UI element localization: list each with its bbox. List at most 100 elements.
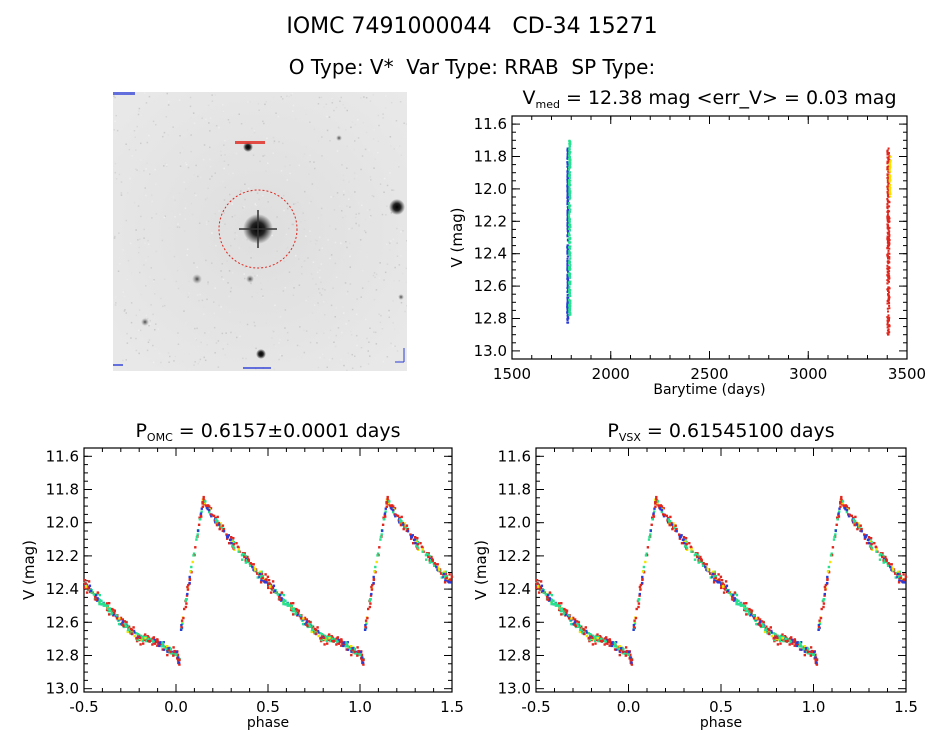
data-point — [603, 639, 607, 643]
data-point — [569, 237, 572, 240]
data-point — [898, 572, 901, 576]
data-point — [344, 645, 348, 648]
data-point — [390, 507, 393, 510]
data-point — [814, 653, 817, 656]
data-point — [776, 634, 780, 638]
data-point — [546, 594, 550, 597]
x-tick-label: 3500 — [888, 365, 926, 383]
data-point — [884, 557, 888, 561]
data-point — [386, 497, 389, 501]
data-point — [662, 507, 665, 510]
data-point — [649, 533, 652, 536]
data-point — [747, 612, 750, 616]
data-point — [647, 538, 651, 541]
data-point — [357, 649, 360, 653]
data-point — [289, 605, 293, 608]
data-point — [720, 586, 723, 590]
data-point — [887, 314, 890, 317]
y-tick-label: 12.8 — [474, 310, 507, 328]
data-point — [791, 639, 794, 642]
data-point — [888, 318, 890, 321]
data-point — [745, 602, 748, 605]
data-point — [201, 505, 204, 508]
data-point — [316, 626, 319, 629]
data-point — [770, 631, 773, 634]
data-point — [566, 206, 569, 209]
data-point — [887, 249, 890, 252]
data-point — [739, 604, 743, 607]
data-point — [83, 584, 86, 587]
data-point — [395, 513, 398, 517]
data-point — [383, 513, 386, 517]
data-point — [370, 585, 373, 589]
data-point — [270, 585, 274, 589]
data-point — [550, 598, 554, 602]
data-point — [259, 575, 263, 578]
data-point — [356, 654, 359, 657]
data-point — [866, 538, 870, 542]
x-tick-label: 1.0 — [802, 698, 826, 716]
data-point — [151, 639, 154, 643]
data-point — [599, 637, 602, 640]
data-point — [889, 193, 892, 196]
data-point — [245, 560, 248, 563]
data-point — [153, 642, 157, 645]
data-point — [448, 573, 451, 576]
data-point — [167, 649, 170, 652]
data-point — [788, 639, 792, 643]
data-point — [405, 524, 409, 527]
data-point — [191, 560, 194, 564]
data-point — [428, 557, 432, 560]
data-point — [887, 275, 890, 278]
data-point — [810, 649, 814, 653]
data-point — [322, 636, 326, 639]
data-point — [568, 184, 571, 187]
data-point — [608, 644, 611, 647]
data-point — [232, 537, 235, 540]
data-point — [680, 534, 683, 537]
data-point — [587, 632, 590, 635]
data-point — [568, 232, 571, 235]
data-point — [372, 581, 375, 585]
data-point — [86, 587, 90, 591]
data-point — [678, 535, 682, 538]
data-point — [854, 515, 857, 519]
data-point — [723, 587, 727, 591]
data-point — [714, 576, 717, 580]
data-point — [261, 576, 264, 580]
data-point — [215, 520, 218, 523]
data-point — [873, 542, 876, 545]
y-axis-label: V (mag) — [448, 207, 466, 267]
data-point — [124, 623, 127, 626]
data-point — [360, 656, 364, 659]
data-point — [244, 557, 248, 560]
field-label-mark — [113, 92, 135, 95]
data-point — [855, 521, 858, 525]
data-point — [843, 505, 846, 508]
data-point — [383, 512, 387, 515]
data-point — [883, 559, 886, 562]
data-point — [128, 627, 131, 630]
data-point — [758, 623, 761, 626]
data-point — [218, 527, 221, 531]
data-point — [567, 200, 570, 203]
data-point — [568, 301, 571, 304]
data-point — [889, 190, 891, 193]
data-point — [253, 568, 257, 571]
data-point — [340, 640, 344, 644]
data-point — [448, 579, 452, 582]
data-point — [662, 513, 665, 516]
data-point — [568, 212, 571, 215]
data-point — [280, 597, 283, 600]
data-point — [153, 639, 157, 642]
data-point — [363, 628, 367, 631]
data-point — [887, 257, 889, 260]
data-point — [869, 540, 872, 543]
data-point — [105, 605, 109, 608]
data-point — [648, 535, 651, 539]
data-point — [420, 545, 424, 548]
data-point — [350, 653, 353, 657]
data-point — [838, 510, 841, 513]
data-point — [886, 207, 889, 210]
data-point — [693, 554, 697, 557]
